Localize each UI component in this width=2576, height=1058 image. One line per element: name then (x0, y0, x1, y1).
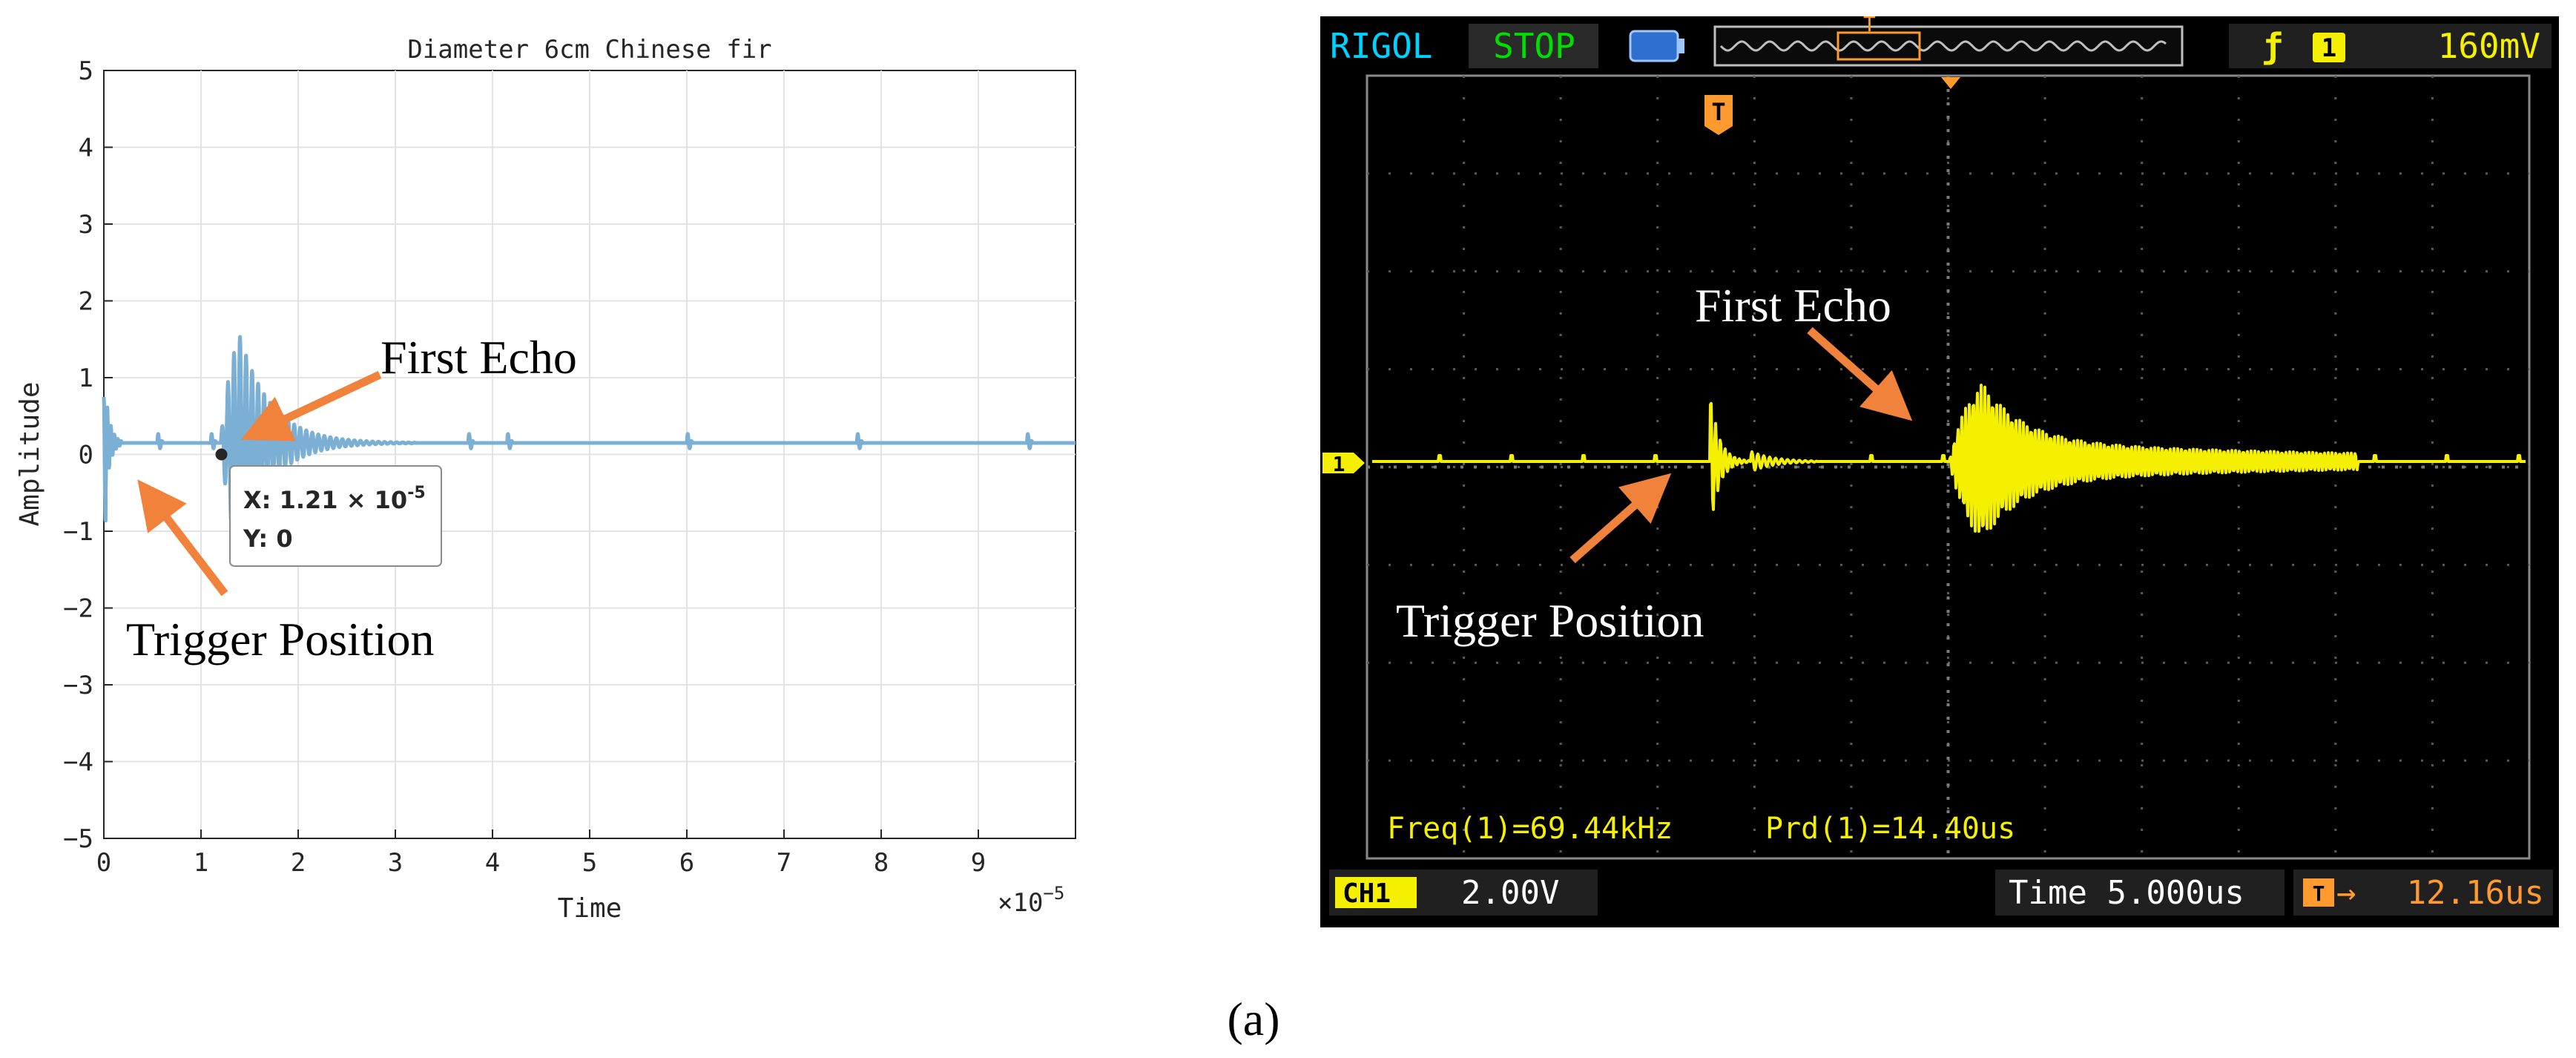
datatip-x-power: -5 (407, 484, 425, 502)
trigger-position-label: Trigger Position (126, 613, 435, 666)
y-tick-label: 3 (79, 210, 93, 240)
trigger-offset: 12.16us (2407, 874, 2544, 912)
figure-caption: (a) (1227, 993, 1279, 1045)
measurement-frequency: Freq(1)=69.44kHz (1387, 812, 1673, 846)
y-axis-label: Amplitude (15, 381, 45, 526)
x-tick-label: 6 (679, 848, 694, 878)
trigger-edge-icon: ƒ (2262, 26, 2283, 66)
y-tick-label: 1 (79, 364, 93, 393)
first-echo-label: First Echo (381, 331, 577, 384)
timebase-box (1995, 870, 2285, 916)
trigger-offset-box (2293, 870, 2553, 916)
scope-trace (1371, 384, 2526, 533)
x-tick-label: 8 (874, 848, 889, 878)
x-tick-label: 5 (582, 848, 597, 878)
y-tick-label: 5 (79, 56, 93, 86)
datatip-marker[interactable] (215, 448, 228, 461)
x-tick-label: 7 (777, 848, 791, 878)
waveform-overview: T (1713, 12, 2184, 67)
ch1-scale: 2.00V (1461, 874, 1559, 912)
scope-trigger-position-label: Trigger Position (1396, 594, 1704, 647)
y-tick-label: −2 (63, 594, 93, 624)
x-tick-label: 1 (194, 848, 208, 878)
channel-1-marker-text: 1 (1333, 452, 1345, 476)
y-tick-label: 2 (79, 287, 93, 317)
x-tick-label: 2 (291, 848, 306, 878)
x-exponent-base: ×10 (998, 888, 1043, 918)
memory-icon (1629, 30, 1684, 62)
scope-first-echo-label: First Echo (1695, 279, 1891, 332)
trigger-position-arrow (137, 479, 228, 597)
trigger-channel: 1 (2322, 33, 2336, 63)
trigger-marker-T: T (1704, 95, 1733, 135)
scope-first-echo-arrow (1807, 326, 1913, 421)
grid (104, 70, 1075, 838)
x-tick-label: 3 (388, 848, 403, 878)
datatip-y: Y: 0 (243, 525, 293, 553)
brand-label: RIGOL (1330, 26, 1432, 66)
y-ticks: 5 4 3 2 1 0 −1 −2 −3 −4 −5 (63, 56, 113, 854)
trigger-status-box (2229, 24, 2552, 68)
x-exponent: ×10−5 (998, 883, 1064, 918)
timebase: Time 5.000us (2009, 874, 2244, 912)
x-tick-label: 4 (485, 848, 500, 878)
trigger-offset-arrow-icon: → (2336, 874, 2356, 912)
x-exponent-power: −5 (1043, 883, 1064, 904)
y-tick-label: 0 (79, 441, 93, 470)
y-tick-label: −3 (63, 671, 93, 700)
trigger-level: 160mV (2438, 26, 2540, 66)
ch1-label: CH1 (1343, 878, 1391, 909)
ch1-badge (1335, 877, 1417, 908)
matlab-plot: 5 4 3 2 1 0 −1 −2 −3 −4 −5 0 1 2 3 4 5 6 7 8 9 Diameter 6cm… (15, 35, 1078, 924)
datatip-x-label: X: 1.21 × 10 (243, 486, 407, 514)
datatip-box (229, 465, 442, 567)
first-echo-arrow (241, 371, 382, 441)
trigger-channel-badge (2313, 33, 2345, 62)
trigger-offset-icon (2303, 878, 2334, 907)
y-tick-label: −1 (63, 517, 93, 547)
signal-line (102, 335, 1078, 545)
chart-title: Diameter 6cm Chinese fir (407, 35, 771, 65)
scope-trigger-position-arrow (1569, 473, 1672, 564)
measurement-period: Prd(1)=14.40us (1765, 812, 2015, 846)
trigger-marker-text: T (1711, 98, 1725, 126)
oscilloscope: RIGOL STOP T ƒ 1 160mV T 1 (1320, 12, 2559, 927)
x-tick-label: 9 (971, 848, 986, 878)
graticule-grid (1367, 76, 2529, 858)
x-axis-label: Time (558, 893, 622, 924)
trigger-time-marker (1941, 77, 1960, 89)
run-state[interactable]: STOP (1493, 26, 1575, 66)
x-ticks: 0 1 2 3 4 5 6 7 8 9 (96, 829, 986, 878)
run-state-box (1469, 24, 1598, 68)
x-tick-label: 0 (96, 848, 111, 878)
overview-trigger-marker: T (1863, 12, 1876, 36)
datatip-x: X: 1.21 × 10-5 (243, 484, 426, 514)
channel-1-marker: 1 (1322, 452, 1365, 476)
y-tick-label: −5 (63, 824, 93, 854)
y-tick-label: 4 (79, 134, 93, 163)
trigger-offset-icon-text: T (2313, 881, 2325, 906)
y-tick-label: −4 (63, 748, 93, 778)
datatip[interactable]: X: 1.21 × 10-5 Y: 0 (229, 465, 442, 567)
